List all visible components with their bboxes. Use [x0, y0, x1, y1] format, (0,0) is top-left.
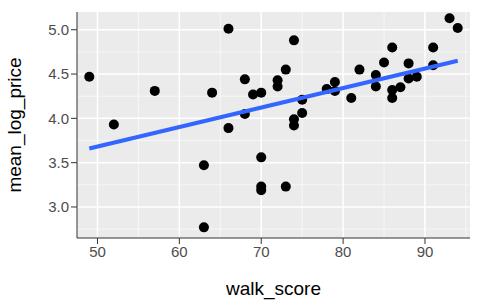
svg-text:50: 50: [89, 243, 106, 260]
svg-text:90: 90: [417, 243, 434, 260]
svg-text:80: 80: [335, 243, 352, 260]
svg-text:4.5: 4.5: [48, 65, 69, 82]
svg-text:3.5: 3.5: [48, 154, 69, 171]
svg-text:walk_score: walk_score: [225, 278, 321, 300]
svg-text:70: 70: [253, 243, 270, 260]
svg-text:5.0: 5.0: [48, 21, 69, 38]
svg-text:3.0: 3.0: [48, 198, 69, 215]
svg-text:60: 60: [171, 243, 188, 260]
svg-text:4.0: 4.0: [48, 110, 69, 127]
svg-text:mean_log_price: mean_log_price: [8, 57, 26, 192]
